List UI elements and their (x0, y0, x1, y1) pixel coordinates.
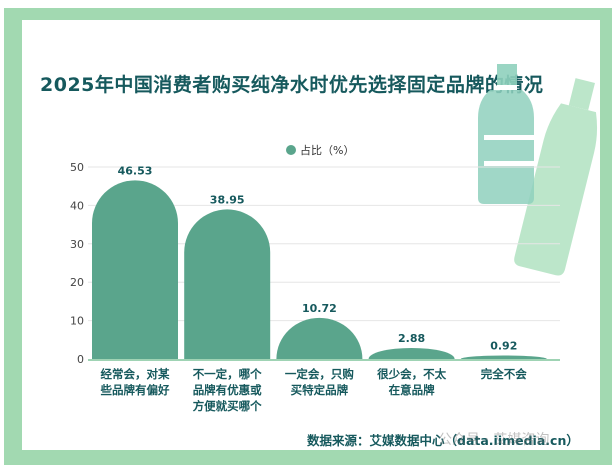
y-tick-label: 10 (70, 315, 84, 328)
x-tick-label: 在意品牌 (389, 383, 435, 397)
legend: 占比（%） (286, 142, 354, 158)
x-tick-label: 买特定品牌 (291, 383, 349, 397)
x-tick-label: 些品牌有偏好 (101, 383, 170, 397)
legend-swatch (286, 145, 296, 155)
x-tick-label: 品牌有优惠或 (193, 383, 262, 397)
bar (276, 317, 363, 359)
x-tick-label: 不一定，哪个 (193, 367, 262, 381)
source-note: 数据来源：艾媒数据中心（data.iimedia.cn） (307, 433, 579, 448)
x-tick-label: 一定会，只购 (285, 367, 354, 381)
y-tick-label: 0 (77, 353, 84, 366)
y-tick-label: 50 (70, 161, 84, 174)
bar (368, 347, 455, 359)
data-label: 0.92 (490, 339, 517, 352)
data-label: 2.88 (398, 332, 425, 345)
bar (184, 209, 271, 359)
x-tick-label: 方便就买哪个 (193, 399, 262, 413)
bottle-illustration (478, 64, 598, 276)
chart-title: 2025年中国消费者购买纯净水时优先选择固定品牌的情况 (40, 74, 544, 96)
y-tick-label: 20 (70, 276, 84, 289)
data-label: 38.95 (210, 193, 245, 206)
x-tick-label: 完全不会 (481, 367, 527, 381)
y-tick-label: 30 (70, 238, 84, 251)
bar (460, 355, 547, 359)
bar (92, 180, 178, 359)
data-label: 46.53 (118, 164, 153, 177)
legend-label: 占比（%） (300, 144, 355, 157)
x-tick-label: 很少会，不太 (376, 367, 446, 381)
data-label: 10.72 (302, 302, 337, 315)
watermark: 公众号 · 艾媒咨询 (438, 432, 550, 448)
x-tick-label: 经常会，对某 (101, 367, 170, 381)
y-tick-label: 40 (70, 199, 84, 212)
